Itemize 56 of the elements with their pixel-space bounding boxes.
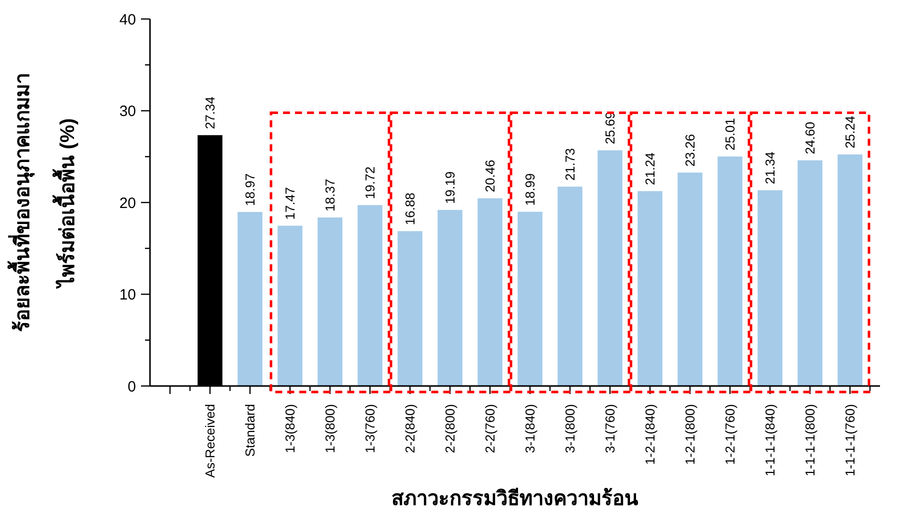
data-label: 21.73 [562,148,578,181]
x-tick-label: 1-1-1-1(800) [802,404,818,476]
bar [438,210,462,386]
x-tick-label: 1-3(760) [362,404,378,454]
data-label: 19.72 [362,166,378,200]
bar [678,172,702,386]
bar [838,154,862,386]
x-axis-title: สภาวะกรรมวิธีทางความร้อน [392,487,638,510]
bar [278,226,302,386]
y-tick-label: 30 [119,103,136,120]
x-tick-label: 1-1-1-1(760) [842,404,858,476]
data-label: 21.34 [762,152,778,184]
data-label: 17.47 [282,187,298,220]
bar [238,212,262,386]
x-tick-label: 3-1(760) [602,404,618,454]
bar [358,205,382,386]
y-tick-label: 0 [128,378,136,396]
data-label: 23.26 [682,134,698,167]
data-label: 18.99 [522,173,538,206]
data-label: 16.88 [402,192,418,226]
bar [638,191,662,386]
x-tick-label: 2-2(760) [482,404,498,454]
x-tick-label: 3-1(800) [562,404,578,454]
x-tick-label: 1-3(840) [282,404,298,454]
bar [598,150,622,386]
data-label: 20.46 [482,160,498,192]
x-tick-label: 3-1(840) [522,404,538,454]
x-tick-label: 2-2(840) [402,404,418,454]
x-tick-label: 1-2-1(800) [682,404,698,465]
bar [758,190,782,386]
bar [478,198,502,386]
y-tick-label: 20 [119,194,136,212]
data-label: 18.97 [242,173,258,206]
bar [518,212,542,386]
y-tick-label: 10 [119,286,136,304]
bar [798,160,822,386]
data-label: 24.60 [802,122,818,154]
y-tick-label: 40 [119,11,136,28]
bar [398,231,422,386]
x-tick-label: Standard [242,404,258,457]
x-tick-label: 1-2-1(840) [642,404,658,465]
x-tick-label: 2-2(800) [442,404,458,454]
data-label: 27.34 [202,96,218,130]
bar [558,186,582,386]
data-label: 21.24 [642,152,658,186]
data-label: 25.01 [722,118,738,151]
x-tick-label: 1-1-1-1(840) [762,404,778,476]
x-tick-label: As-Received [202,404,218,478]
data-label: 19.19 [442,171,458,204]
x-tick-label: 1-2-1(760) [722,404,738,465]
bar [718,156,742,386]
data-label: 25.24 [842,116,858,148]
data-label: 18.37 [322,178,338,212]
x-tick-label: 1-3(800) [322,404,338,454]
bar [318,217,342,386]
y-axis-title: ร้อยละพื้นที่ของอนุภาคแกมมา ไพร์มต่อเนื้อพื้น (%) [7,73,79,332]
